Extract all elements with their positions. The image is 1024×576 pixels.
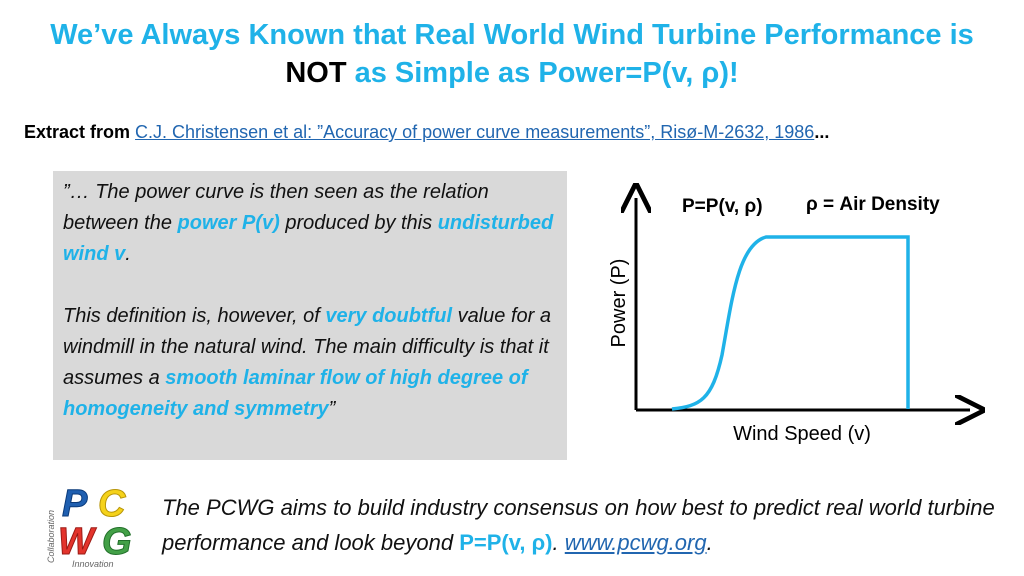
quote-text: produced by this xyxy=(285,212,433,234)
x-axis-label: Wind Speed (v) xyxy=(733,423,871,445)
quote-paragraph-1: ”… The power curve is then seen as the r… xyxy=(63,177,557,270)
title-line-1: We’ve Always Known that Real World Wind … xyxy=(50,19,974,51)
formula-label: P=P(v, ρ) xyxy=(682,196,763,217)
bottom-text: The PCWG aims to build industry consensu… xyxy=(162,495,995,555)
quote-text: . xyxy=(125,243,131,265)
extract-ellipsis: ... xyxy=(814,122,830,142)
quote-text: value for a windmill in the natural wind… xyxy=(63,305,551,389)
bottom-end: . xyxy=(706,530,713,555)
title-line-2: NOT as Simple as Power=P(v, ρ)! xyxy=(0,54,1024,92)
logo-c: C xyxy=(98,483,126,525)
quote-highlight: very doubtful xyxy=(325,305,453,327)
y-axis-label: Power (P) xyxy=(608,259,630,348)
extract-source: Extract from C.J. Christensen et al: ”Ac… xyxy=(24,122,1014,143)
logo-bottom-text: Innovation xyxy=(72,559,114,569)
bottom-formula: P=P(v, ρ) xyxy=(459,530,553,555)
logo-w: W xyxy=(58,521,97,563)
quote-highlight: undisturbed wind v xyxy=(63,212,554,265)
power-curve xyxy=(671,235,910,411)
extract-label: Extract from xyxy=(24,122,131,142)
bottom-dot: . xyxy=(552,530,559,555)
quote-text: ”… The power curve is then seen as the r… xyxy=(63,181,489,234)
quote-text: ” xyxy=(328,398,336,420)
logo-g: G xyxy=(102,521,132,563)
quote-paragraph-2: This definition is, however, of very dou… xyxy=(63,301,557,425)
title-line-2-rest: as Simple as Power=P(v, ρ)! xyxy=(354,57,739,89)
quote-highlight: smooth laminar flow of high degree of ho… xyxy=(63,367,528,420)
citation-link[interactable]: C.J. Christensen et al: ”Accuracy of pow… xyxy=(135,122,815,142)
logo-p: P xyxy=(62,483,88,525)
bottom-statement: The PCWG aims to build industry consensu… xyxy=(162,490,1002,560)
air-density-label: ρ = Air Density xyxy=(806,194,940,215)
slide-title: We’ve Always Known that Real World Wind … xyxy=(0,16,1024,92)
logo-side-text: Collaboration xyxy=(46,510,56,563)
quote-box: ”… The power curve is then seen as the r… xyxy=(53,171,567,460)
quote-highlight: power P(v) xyxy=(177,212,280,234)
title-not: NOT xyxy=(285,57,347,89)
pcwg-logo: Collaboration P C W G Innovation xyxy=(46,483,132,570)
quote-text: This definition is, however, of xyxy=(63,305,320,327)
pcwg-website-link[interactable]: www.pcwg.org xyxy=(564,530,707,555)
